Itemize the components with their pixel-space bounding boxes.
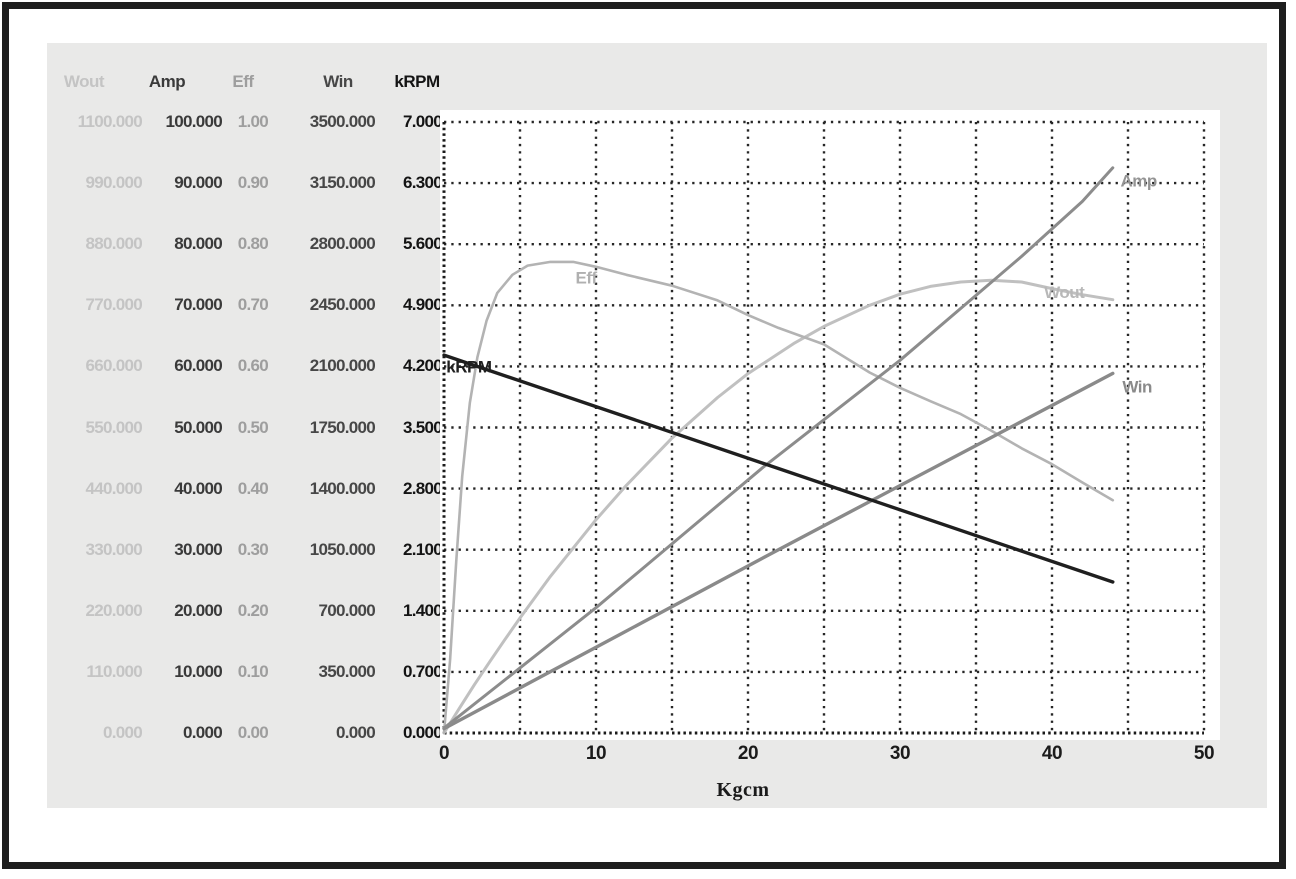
- table-cell-win: 1050.000: [309, 539, 376, 559]
- x-tick-label: 20: [737, 743, 759, 764]
- table-cell-win: 2800.000: [309, 234, 376, 254]
- table-cell-amp: 90.000: [174, 173, 222, 193]
- table-cell-wout: 880.000: [85, 234, 142, 254]
- table-row: 990.000 90.000 0.90 3150.000 6.300: [47, 171, 447, 195]
- table-cell-eff: 0.80: [237, 234, 269, 254]
- x-tick-label: 40: [1041, 743, 1063, 764]
- table-cell-eff: 0.50: [237, 417, 269, 437]
- table-row: 550.000 50.000 0.50 1750.000 3.500: [47, 416, 447, 440]
- table-cell-eff: 0.10: [237, 661, 269, 681]
- performance-plot: Wout Eff Win Amp kRPM: [440, 110, 1220, 740]
- curve-krpm: [442, 353, 1115, 584]
- table-cell-amp: 60.000: [174, 356, 222, 376]
- curve-win: [442, 371, 1115, 731]
- x-tick-label: 0: [438, 743, 450, 764]
- table-cell-eff: 0.30: [237, 539, 269, 559]
- table-row: 330.000 30.000 0.30 1050.000 2.100: [47, 538, 447, 562]
- curve-eff: [442, 260, 1115, 735]
- table-cell-wout: 110.000: [86, 661, 142, 681]
- table-cell-wout: 550.000: [85, 417, 142, 437]
- column-header-amp: Amp: [148, 72, 186, 91]
- table-cell-amp: 80.000: [174, 234, 222, 254]
- table-cell-krpm: 4.900: [402, 295, 443, 315]
- table-cell-eff: 0.60: [237, 356, 269, 376]
- table-row: 0.000 0.000 0.00 0.000 0.000: [47, 721, 447, 745]
- table-cell-krpm: 3.500: [402, 417, 443, 437]
- table-cell-wout: 220.000: [85, 600, 142, 620]
- table-cell-eff: 0.70: [237, 295, 269, 315]
- table-cell-win: 0.000: [335, 723, 376, 742]
- table-cell-wout: 0.000: [102, 723, 143, 742]
- table-cell-krpm: 2.800: [402, 478, 443, 498]
- column-header-eff: Eff: [232, 72, 254, 91]
- x-tick-label: 10: [585, 743, 607, 764]
- table-cell-amp: 10.000: [174, 661, 222, 681]
- table-cell-krpm: 0.700: [402, 661, 443, 681]
- x-axis-title: Kgcm: [716, 779, 770, 801]
- curve-label-wout: Wout: [1044, 283, 1085, 302]
- table-cell-krpm: 4.200: [402, 356, 443, 376]
- table-cell-amp: 50.000: [174, 417, 222, 437]
- table-cell-amp: 70.000: [174, 295, 222, 315]
- table-row: 110.000 10.000 0.10 350.000 0.700: [47, 660, 447, 684]
- table-cell-win: 3500.000: [309, 112, 376, 131]
- table-cell-eff: 0.40: [237, 478, 269, 498]
- table-cell-krpm: 0.000: [402, 723, 443, 742]
- curve-amp: [442, 166, 1115, 730]
- table-cell-wout: 330.000: [85, 539, 142, 559]
- table-row: 880.000 80.000 0.80 2800.000 5.600: [47, 232, 447, 256]
- table-cell-wout: 770.000: [85, 295, 142, 315]
- table-cell-win: 2100.000: [309, 356, 376, 376]
- table-cell-eff: 1.00: [237, 112, 269, 131]
- table-cell-win: 1400.000: [309, 478, 376, 498]
- table-cell-wout: 660.000: [85, 356, 142, 376]
- table-cell-krpm: 2.100: [402, 539, 443, 559]
- table-cell-krpm: 7.000: [402, 112, 443, 131]
- table-cell-amp: 40.000: [174, 478, 222, 498]
- table-cell-amp: 20.000: [174, 600, 222, 620]
- table-cell-eff: 0.00: [237, 723, 269, 742]
- plot-background: [440, 110, 1220, 740]
- x-tick-label: 30: [889, 743, 911, 764]
- table-cell-win: 3150.000: [309, 173, 376, 193]
- table-cell-amp: 0.000: [182, 723, 223, 742]
- curve-label-amp: Amp: [1120, 172, 1156, 191]
- table-cell-win: 700.000: [318, 600, 375, 620]
- table-row: 660.000 60.000 0.60 2100.000 4.200: [47, 354, 447, 378]
- table-row: 1100.000 100.000 1.00 3500.000 7.000: [47, 110, 447, 134]
- table-cell-wout: 440.000: [85, 478, 142, 498]
- table-cell-amp: 100.000: [165, 112, 222, 131]
- curve-label-krpm: kRPM: [446, 357, 492, 376]
- column-header-win: Win: [323, 72, 353, 91]
- table-cell-win: 1750.000: [309, 417, 376, 437]
- table-cell-amp: 30.000: [174, 539, 222, 559]
- table-cell-wout: 990.000: [85, 173, 142, 193]
- table-cell-eff: 0.20: [237, 600, 269, 620]
- column-header-krpm: kRPM: [394, 72, 440, 91]
- table-row: 770.000 70.000 0.70 2450.000 4.900: [47, 293, 447, 317]
- curve-label-win: Win: [1122, 378, 1152, 397]
- table-cell-krpm: 6.300: [402, 173, 443, 193]
- table-cell-krpm: 1.400: [402, 600, 443, 620]
- x-tick-label: 50: [1193, 743, 1215, 764]
- curve-wout: [442, 278, 1115, 735]
- table-cell-krpm: 5.600: [402, 234, 443, 254]
- table-cell-wout: 1100.000: [77, 112, 143, 131]
- performance-chart-panel: Wout Amp Eff Win kRPM 1100.000 100.000 1.00 350…: [47, 43, 1267, 808]
- table-cell-win: 2450.000: [309, 295, 376, 315]
- table-cell-win: 350.000: [318, 661, 375, 681]
- table-row: 220.000 20.000 0.20 700.000 1.400: [47, 599, 447, 623]
- curve-label-eff: Eff: [576, 268, 598, 287]
- table-cell-eff: 0.90: [237, 173, 269, 193]
- column-header-wout: Wout: [63, 72, 105, 91]
- table-row: 440.000 40.000 0.40 1400.000 2.800: [47, 477, 447, 501]
